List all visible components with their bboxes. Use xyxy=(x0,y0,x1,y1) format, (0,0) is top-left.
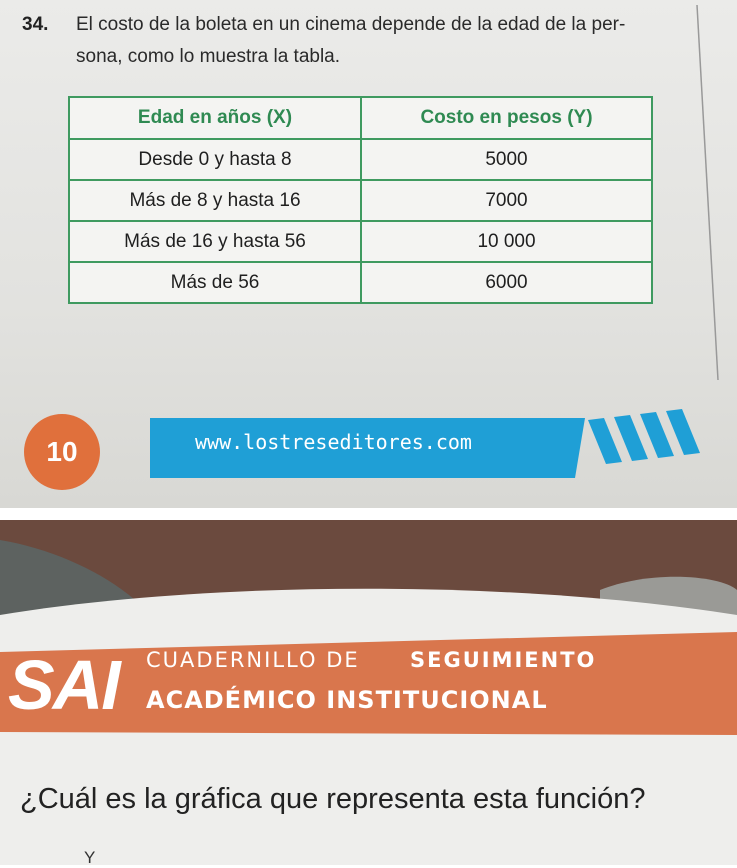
url: www.lostreseditores.com xyxy=(195,430,472,454)
cell: 6000 xyxy=(360,261,653,304)
url-band xyxy=(150,418,585,478)
page-edge xyxy=(696,4,719,381)
decor xyxy=(150,4,719,478)
cell: 10 000 xyxy=(360,220,653,263)
axis-label: Y xyxy=(84,848,96,867)
cell: 7000 xyxy=(360,179,653,222)
question-line: sona, como lo muestra la tabla. xyxy=(76,46,341,67)
fabric xyxy=(0,540,150,615)
row: Más de 56 6000 xyxy=(68,261,653,304)
banner-text: ACADÉMICO INSTITUCIONAL xyxy=(146,686,548,714)
row: Más de 8 y hasta 16 7000 xyxy=(68,179,653,222)
question-line: El costo de la boleta en un cinema depen… xyxy=(76,14,626,35)
page-photo-top: 34. El costo de la boleta en un cinema d… xyxy=(0,0,737,508)
cell: 5000 xyxy=(360,138,653,181)
cost-table: Edad en años (X) Costo en pesos (Y) Desd… xyxy=(68,96,653,304)
banner xyxy=(0,632,737,735)
cell: Más de 16 y hasta 56 xyxy=(68,220,362,263)
header-row: Edad en años (X) Costo en pesos (Y) xyxy=(68,96,653,140)
row: Más de 16 y hasta 56 10 000 xyxy=(68,220,653,263)
header-cell: Costo en pesos (Y) xyxy=(360,96,653,140)
cell: Más de 8 y hasta 16 xyxy=(68,179,362,222)
row: Desde 0 y hasta 8 5000 xyxy=(68,138,653,181)
page-photo-bottom xyxy=(0,520,737,865)
stripes xyxy=(588,409,700,464)
cell: Desde 0 y hasta 8 xyxy=(68,138,362,181)
question-text: ¿Cuál es la gráfica que representa esta … xyxy=(20,783,646,815)
question-number: 34. xyxy=(22,14,49,35)
logo: SAI xyxy=(8,646,121,724)
header-cell: Edad en años (X) xyxy=(68,96,362,140)
banner-text: SEGUIMIENTO xyxy=(410,648,597,672)
decor xyxy=(0,520,737,865)
page-number: 10 xyxy=(24,414,100,490)
banner-text: CUADERNILLO DE xyxy=(146,648,360,672)
cell: Más de 56 xyxy=(68,261,362,304)
